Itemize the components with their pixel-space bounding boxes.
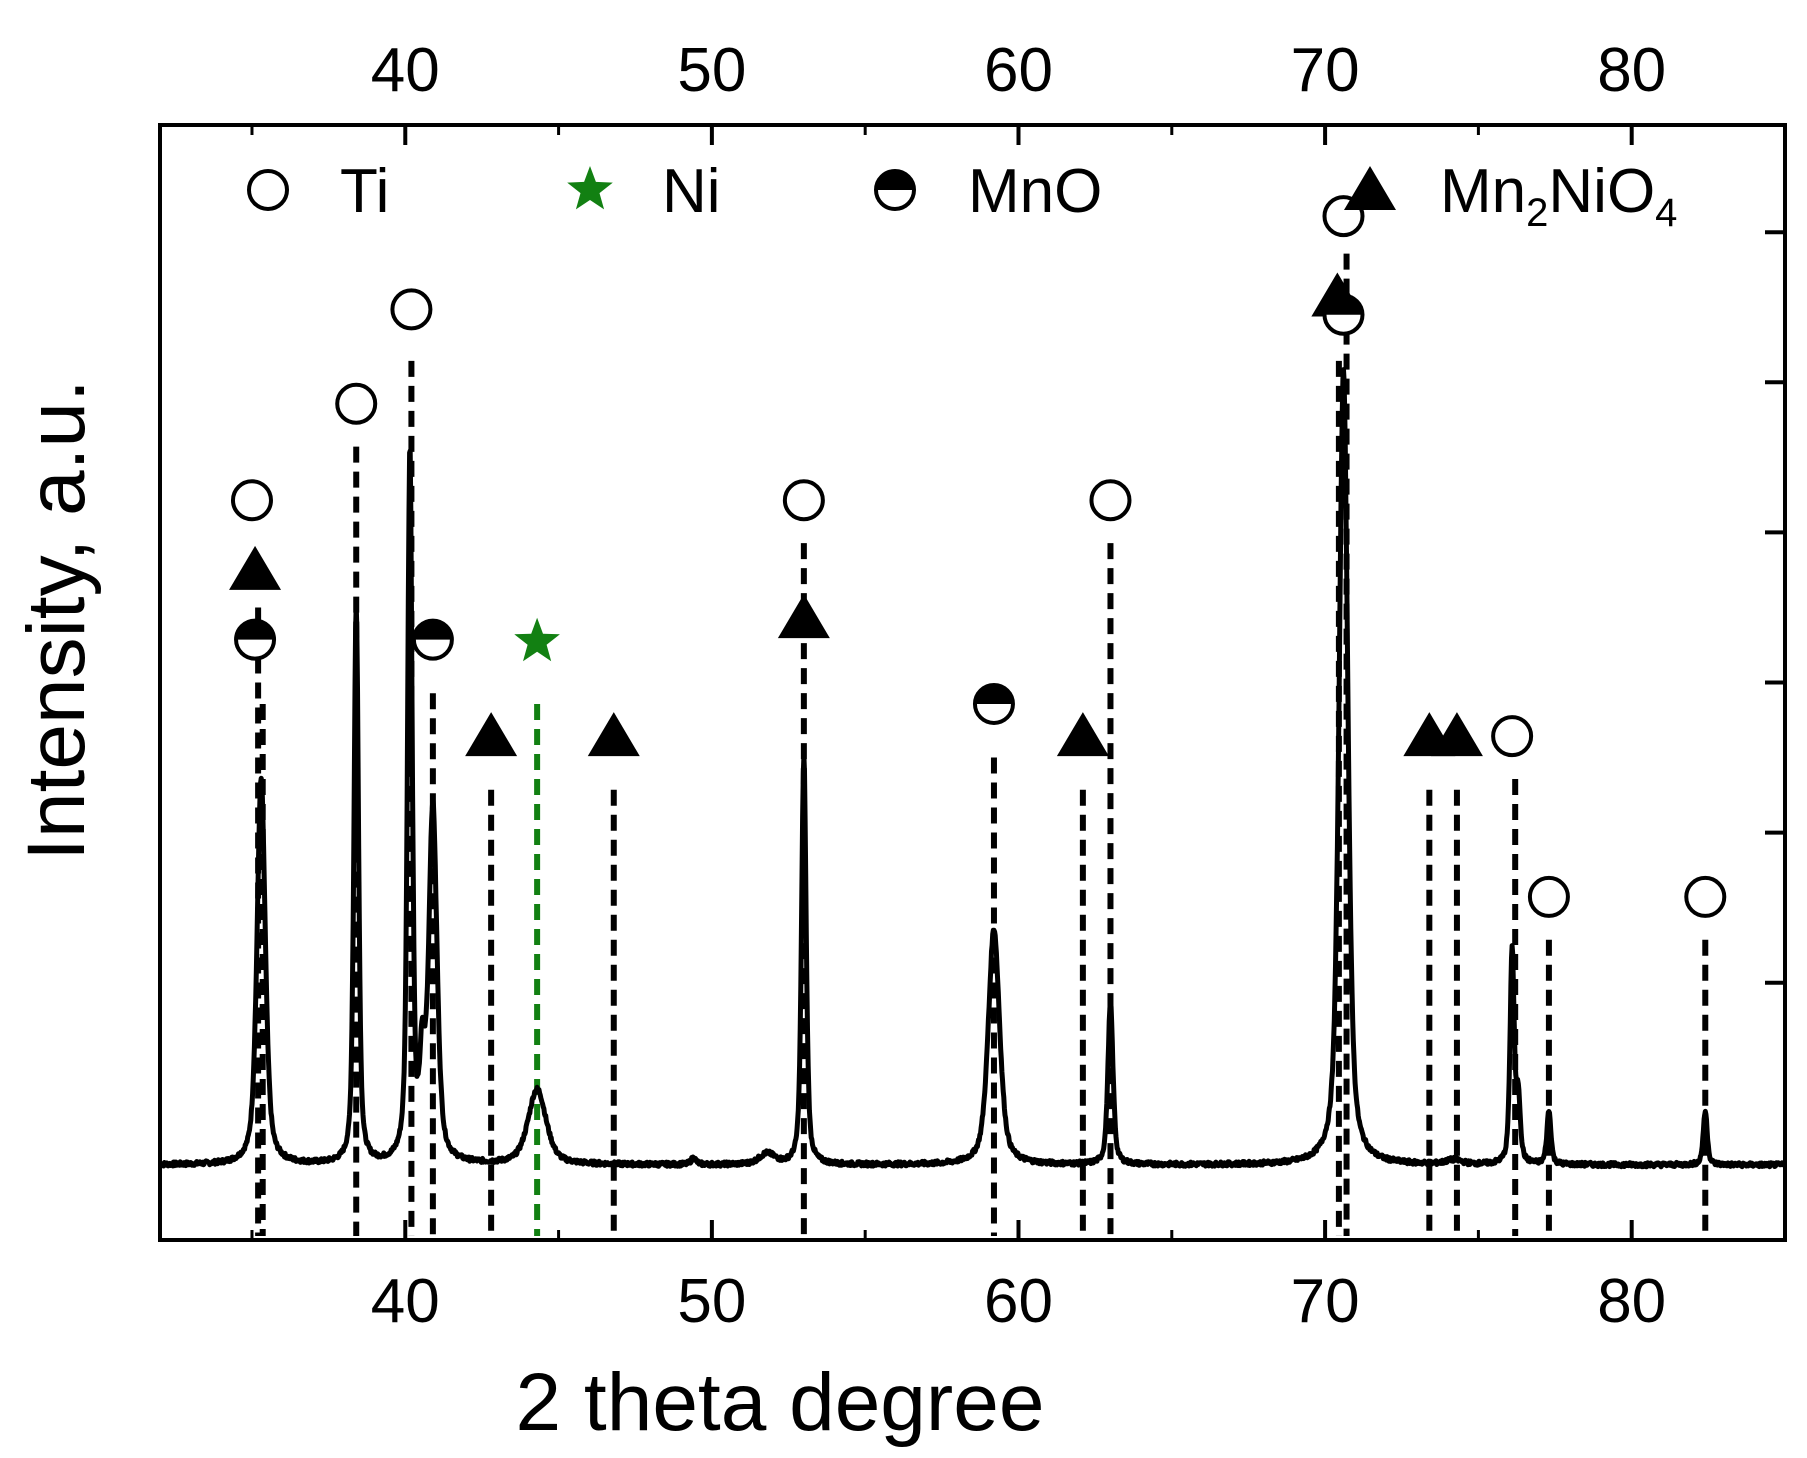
circle-open-icon (1491, 715, 1534, 758)
phase-marker (335, 382, 378, 425)
diffraction-pattern-line (158, 367, 1787, 1170)
legend-symbol (247, 169, 289, 211)
phase-marker (972, 682, 1015, 725)
legend-symbol (567, 166, 613, 210)
circle-open-icon (1089, 479, 1132, 522)
x-tick-label-top: 40 (371, 36, 440, 105)
legend-symbol (874, 169, 916, 211)
phase-marker (1322, 293, 1365, 336)
circle-half-fill (413, 620, 452, 640)
circle-half-fill (1324, 295, 1363, 315)
phase-marker (1684, 875, 1727, 918)
circle-open-icon (1684, 875, 1727, 918)
legend-label: Mn2NiO4 (1440, 157, 1677, 235)
circle-half-fill (236, 620, 275, 640)
phase-marker (390, 288, 433, 331)
phase-marker (465, 712, 518, 757)
x-tick-label-bottom: 70 (1291, 1267, 1360, 1336)
triangle-icon (587, 712, 640, 757)
circle-half-fill (876, 171, 914, 190)
x-tick-label-top: 70 (1291, 36, 1360, 105)
circle-open-icon (230, 479, 273, 522)
legend: Ti Ni MnO Mn2NiO4 (247, 157, 1677, 235)
phase-marker (1089, 479, 1132, 522)
circle-open-icon (247, 169, 289, 211)
legend-label: Ti (340, 157, 389, 226)
phase-marker (782, 479, 825, 522)
x-axis-label: 2 theta degree (516, 1357, 1045, 1448)
legend-entry: Ni (567, 157, 721, 226)
phase-marker (1056, 712, 1109, 757)
x-tick-label-bottom: 50 (677, 1267, 746, 1336)
phase-marker (514, 617, 560, 662)
phase-marker (587, 712, 640, 757)
triangle-icon (1056, 712, 1109, 757)
triangle-icon (777, 594, 830, 639)
legend-entry: MnO (874, 157, 1102, 226)
x-tick-label-top: 50 (677, 36, 746, 105)
phase-marker (1430, 712, 1483, 757)
legend-entry: Ti (247, 157, 389, 226)
triangle-icon (229, 545, 282, 590)
phase-marker (411, 618, 454, 661)
star-icon (514, 617, 560, 662)
phase-marker (229, 545, 282, 590)
x-tick-label-top: 80 (1597, 36, 1666, 105)
circle-open-icon (1527, 875, 1570, 918)
triangle-icon (465, 712, 518, 757)
y-axis-label: Intensity, a.u. (11, 379, 102, 861)
phase-marker (777, 594, 830, 639)
legend-symbol (1344, 166, 1396, 210)
phase-marker (230, 479, 273, 522)
diffraction-pattern-group (158, 367, 1787, 1170)
legend-entry: Mn2NiO4 (1344, 157, 1677, 235)
legend-label: MnO (968, 157, 1102, 226)
x-tick-label-bottom: 40 (371, 1267, 440, 1336)
circle-open-icon (390, 288, 433, 331)
legend-label: Ni (662, 157, 721, 226)
circle-open-icon (782, 479, 825, 522)
triangle-icon (1344, 166, 1396, 210)
x-tick-label-bottom: 80 (1597, 1267, 1666, 1336)
circle-open-icon (335, 382, 378, 425)
phase-marker (234, 618, 277, 661)
x-tick-label-top: 60 (984, 36, 1053, 105)
phase-marker (1491, 715, 1534, 758)
triangle-icon (1430, 712, 1483, 757)
tick-group: 40 40 50 50 60 60 70 70 80 80 (250, 36, 1787, 1336)
phase-marker (1527, 875, 1570, 918)
star-icon (567, 166, 613, 210)
circle-half-fill (974, 684, 1013, 704)
phase-markers-group (229, 195, 1727, 918)
x-tick-label-bottom: 60 (984, 1267, 1053, 1336)
